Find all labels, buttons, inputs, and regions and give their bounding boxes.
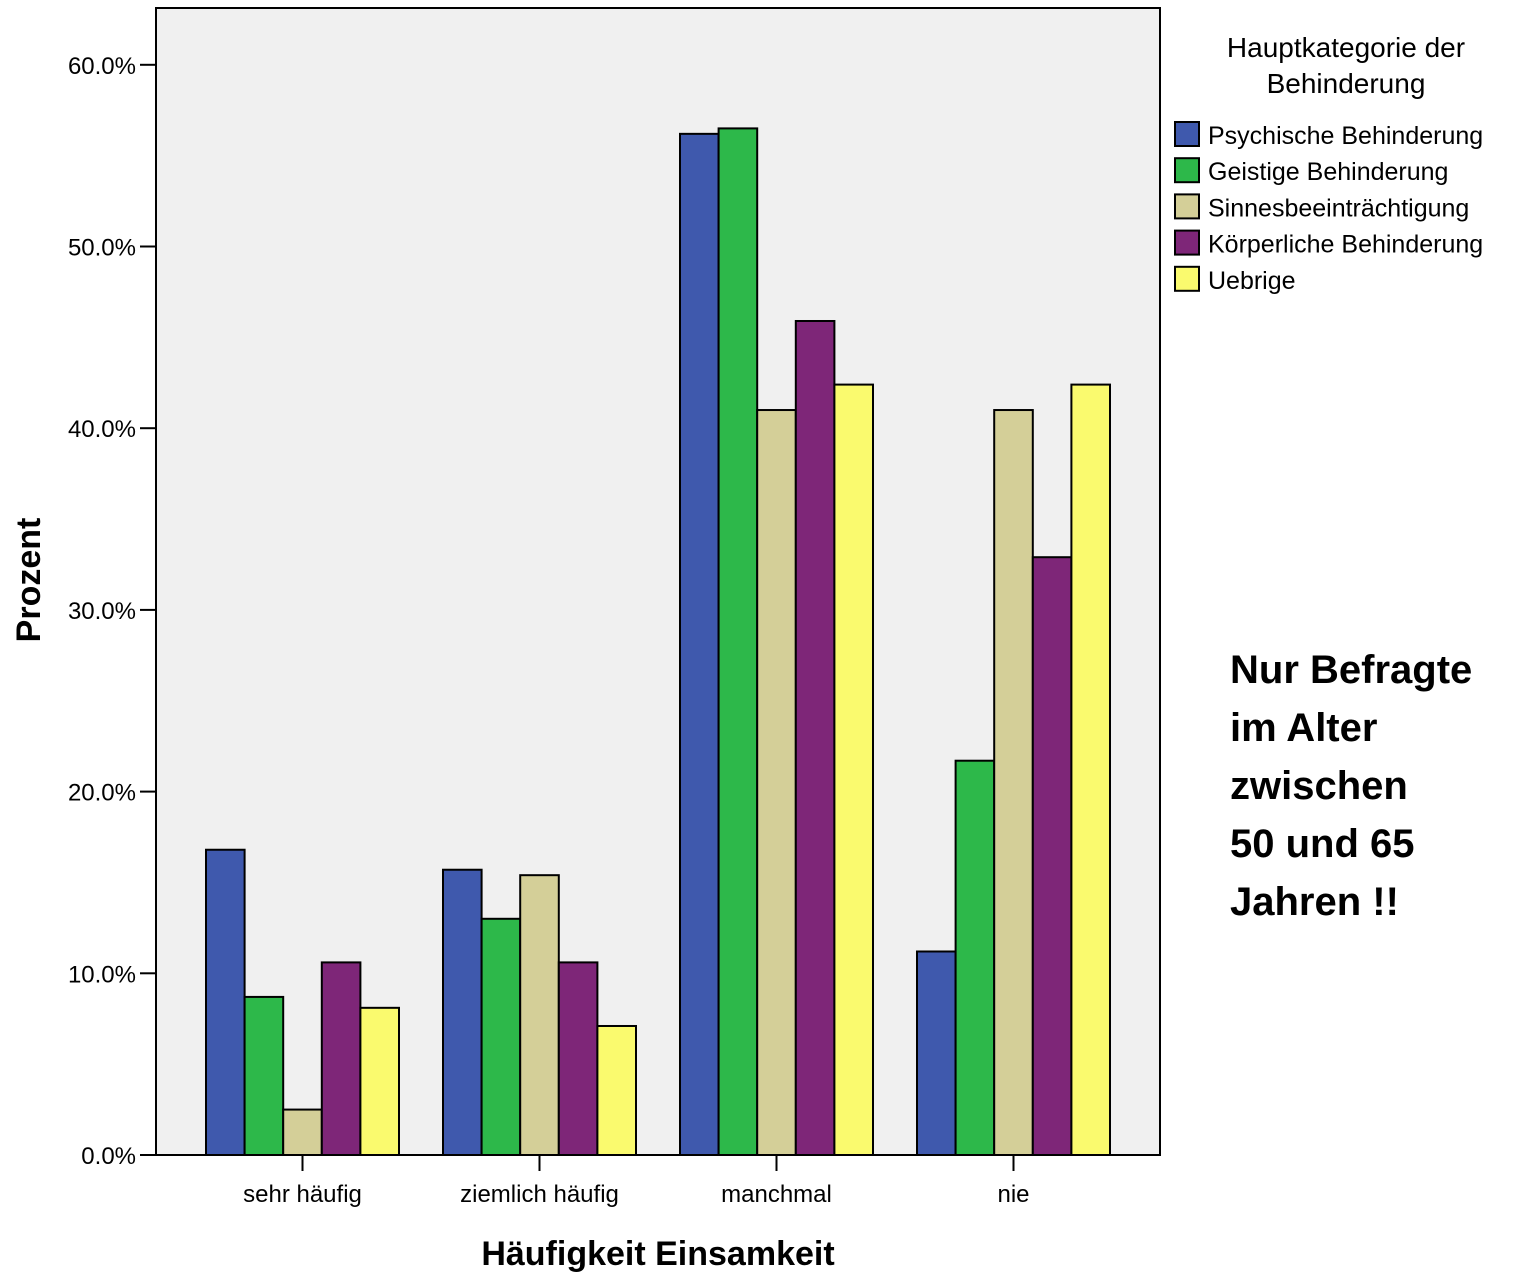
y-tick-label: 60.0%: [68, 53, 136, 80]
legend-label: Körperliche Behinderung: [1208, 231, 1483, 259]
bar: [916, 950, 957, 1156]
bar: [679, 132, 720, 1156]
legend-label: Psychische Behinderung: [1208, 122, 1483, 150]
bar: [442, 868, 483, 1157]
legend-swatch: [1174, 193, 1200, 220]
x-axis: sehr häufig ziemlich häufig manchmal nie: [243, 1155, 1030, 1208]
x-axis-title: Häufigkeit Einsamkeit: [481, 1235, 834, 1273]
bar: [717, 127, 759, 1156]
legend-swatch: [1174, 121, 1200, 147]
y-tick-label: 50.0%: [68, 235, 136, 262]
age-note: Nur Befragte im Alter zwischen 50 und 65…: [1230, 648, 1472, 924]
y-tick-label: 10.0%: [68, 961, 136, 988]
y-tick-label: 20.0%: [68, 780, 136, 807]
y-axis: 0.0% 10.0% 20.0% 30.0% 40.0% 50.0% 60.0%: [68, 53, 156, 1170]
bar: [756, 409, 797, 1156]
bars: [205, 127, 1112, 1157]
bar: [243, 995, 285, 1157]
bar: [480, 917, 522, 1156]
age-note-line-5: Jahren !!: [1230, 880, 1399, 924]
bar: [557, 961, 599, 1157]
legend-swatch: [1174, 157, 1200, 184]
legend-title-line-2: Behinderung: [1267, 68, 1426, 99]
bar: [320, 961, 362, 1157]
bar: [519, 874, 560, 1156]
bar: [596, 1024, 638, 1157]
y-axis-title: Prozent: [10, 518, 48, 643]
age-note-line-1: Nur Befragte: [1230, 648, 1472, 692]
y-tick-label: 40.0%: [68, 416, 136, 443]
age-note-line-3: zwischen: [1230, 764, 1408, 808]
legend-label: Sinnesbeeinträchtigung: [1208, 194, 1469, 222]
x-tick-label: manchmal: [721, 1181, 832, 1208]
bar: [282, 1108, 323, 1156]
bar: [954, 759, 996, 1156]
bar: [205, 848, 246, 1157]
x-tick-label: sehr häufig: [243, 1181, 362, 1208]
legend-swatch: [1174, 265, 1200, 292]
y-tick-label: 0.0%: [81, 1143, 136, 1170]
x-tick-label: nie: [997, 1181, 1029, 1208]
bar: [1031, 556, 1073, 1156]
legend-label: Geistige Behinderung: [1208, 158, 1448, 186]
bar: [1070, 383, 1112, 1157]
legend-label: Uebrige: [1208, 267, 1296, 295]
y-tick-label: 30.0%: [68, 598, 136, 625]
age-note-line-2: im Alter: [1230, 706, 1377, 750]
legend-title-line-1: Hauptkategorie der: [1227, 32, 1465, 63]
bar: [993, 409, 1034, 1156]
age-note-line-4: 50 und 65: [1230, 822, 1415, 866]
legend: Hauptkategorie der Behinderung Psychisch…: [1174, 32, 1483, 295]
bar: [359, 1006, 400, 1156]
bar: [794, 319, 836, 1156]
x-tick-label: ziemlich häufig: [460, 1181, 619, 1208]
bar: [833, 383, 875, 1157]
legend-swatch: [1174, 229, 1200, 256]
